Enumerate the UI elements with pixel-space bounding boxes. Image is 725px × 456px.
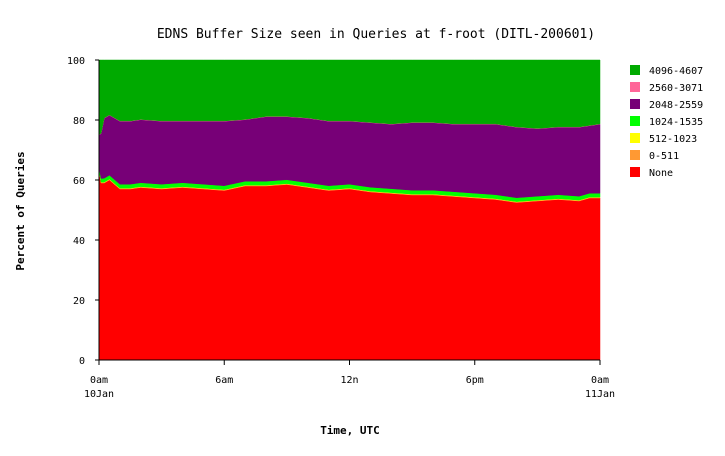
- x-tick-date-label: 10Jan: [84, 389, 114, 400]
- y-tick-label: 0: [79, 356, 85, 367]
- legend-label: 2048-2559: [649, 100, 703, 111]
- x-tick-label: 6am: [215, 375, 233, 386]
- y-tick-label: 80: [73, 116, 85, 127]
- legend-swatch-0-511: [630, 150, 640, 160]
- y-axis-label: Percent of Queries: [14, 151, 27, 270]
- legend-label: 2560-3071: [649, 83, 703, 94]
- chart-title: EDNS Buffer Size seen in Queries at f-ro…: [157, 27, 595, 42]
- legend-swatch-2560-3071: [630, 82, 640, 92]
- legend-swatch-4096-4607: [630, 65, 640, 75]
- stacked-area-layers: [98, 59, 601, 361]
- legend-label: 512-1023: [649, 134, 697, 145]
- legend-label: None: [649, 168, 673, 179]
- legend-label: 1024-1535: [649, 117, 703, 128]
- x-tick-date-label: 11Jan: [585, 389, 615, 400]
- legend-label: 0-511: [649, 151, 679, 162]
- legend: 4096-4607 2560-3071 2048-2559 1024-1535 512-…: [630, 65, 703, 179]
- y-tick-label: 60: [73, 176, 85, 187]
- x-axis-label: Time, UTC: [320, 424, 380, 437]
- area-series-4096-4607: [98, 59, 601, 136]
- y-tick-label: 40: [73, 236, 85, 247]
- legend-swatch-512-1023: [630, 133, 640, 143]
- x-tick-label: 6pm: [466, 375, 484, 386]
- legend-swatch-none: [630, 167, 640, 177]
- legend-label: 4096-4607: [649, 66, 703, 77]
- y-axis: 0 20 40 60 80 100: [67, 56, 100, 367]
- x-tick-label: 0am: [591, 375, 609, 386]
- legend-swatch-1024-1535: [630, 116, 640, 126]
- x-tick-label: 0am: [90, 375, 108, 386]
- legend-swatch-2048-2559: [630, 99, 640, 109]
- y-tick-label: 20: [73, 296, 85, 307]
- y-tick-label: 100: [67, 56, 85, 67]
- x-tick-label: 12n: [340, 375, 358, 386]
- x-axis: 0am 10Jan 6am 12n 6pm 0am 11Jan: [84, 359, 615, 400]
